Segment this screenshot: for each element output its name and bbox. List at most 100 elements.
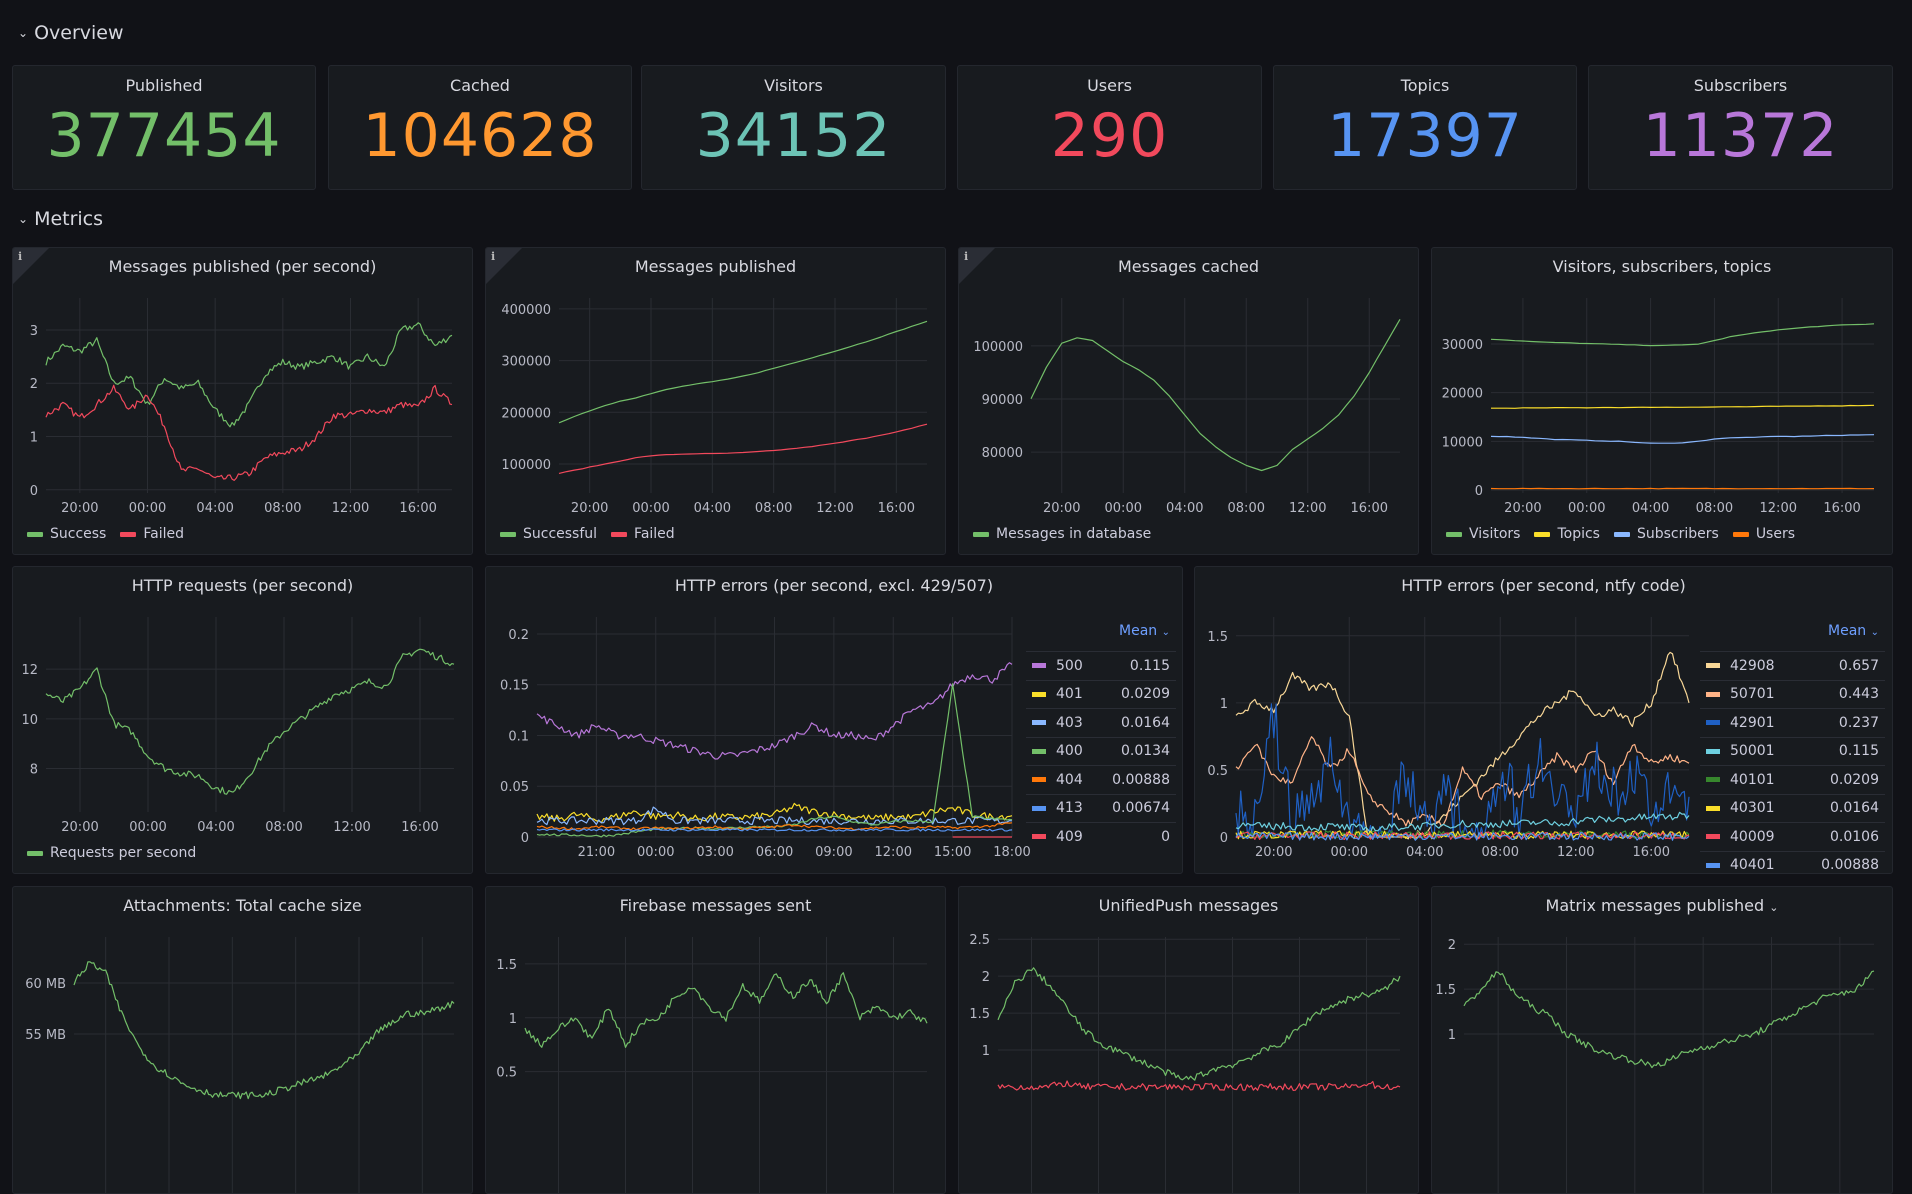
legend-item[interactable]: Failed [120, 526, 184, 542]
y-tick-label: 0 [1220, 831, 1228, 846]
x-tick-label: 04:00 [694, 501, 731, 516]
y-tick-label: 100000 [973, 340, 1023, 355]
legend-item[interactable]: Users [1733, 526, 1795, 542]
legend-swatch [1032, 720, 1046, 725]
legend-swatch [27, 532, 43, 537]
x-tick-label: 00:00 [1105, 501, 1142, 516]
stat-value: 11372 [1589, 101, 1892, 171]
chart-plot[interactable]: 0.511.5 [486, 887, 946, 1194]
chart-plot[interactable]: 11.522.5 [959, 887, 1419, 1194]
legend-item[interactable]: Subscribers [1614, 526, 1719, 542]
x-tick-label: 04:00 [1166, 501, 1203, 516]
legend-sort-mean[interactable]: Mean ⌄ [1700, 623, 1885, 651]
y-tick-label: 0 [1475, 484, 1483, 499]
legend-item[interactable]: Success [27, 526, 106, 542]
stat-label: Users [958, 76, 1261, 95]
y-tick-label: 100000 [501, 458, 551, 473]
panel-http-errors-per-second-excl-429-507[interactable]: HTTP errors (per second, excl. 429/507)2… [485, 566, 1183, 874]
legend-item[interactable]: Topics [1534, 526, 1600, 542]
y-tick-label: 0.2 [508, 628, 529, 643]
legend-item[interactable]: Messages in database [973, 526, 1151, 542]
row-overview-toggle[interactable]: ⌄ Overview [18, 22, 124, 44]
legend-item[interactable]: Requests per second [27, 845, 196, 861]
stat-value: 17397 [1274, 101, 1576, 171]
x-tick-label: 08:00 [264, 501, 301, 516]
y-tick-label: 300000 [501, 355, 551, 370]
x-tick-label: 12:00 [1760, 501, 1797, 516]
y-tick-label: 2 [30, 377, 38, 392]
legend-item[interactable]: Failed [611, 526, 675, 542]
series-line-successful [559, 321, 927, 423]
x-tick-label: 12:00 [1557, 845, 1594, 860]
chevron-down-icon: ⌄ [18, 212, 28, 226]
series-line-value [74, 962, 454, 1099]
x-tick-label: 00:00 [632, 501, 669, 516]
legend-item[interactable]: Visitors [1446, 526, 1520, 542]
legend-swatch [1032, 806, 1046, 811]
x-tick-label: 04:00 [1632, 501, 1669, 516]
legend-item[interactable]: Successful [500, 526, 597, 542]
chart-plot[interactable]: 11.52 [1432, 887, 1893, 1194]
row-title-overview: Overview [34, 22, 123, 44]
legend-swatch [1706, 863, 1720, 868]
series-line-failed [46, 385, 452, 480]
y-tick-label: 8 [30, 763, 38, 778]
legend-swatch [1032, 692, 1046, 697]
y-tick-label: 3 [30, 324, 38, 339]
x-tick-label: 20:00 [1043, 501, 1080, 516]
legend: Successful Failed [500, 526, 675, 542]
x-tick-label: 08:00 [265, 820, 302, 835]
row-metrics-toggle[interactable]: ⌄Metrics [18, 208, 103, 230]
legend-swatch [1032, 834, 1046, 839]
stat-value: 377454 [13, 101, 315, 171]
panel-http-errors-per-second-ntfy-code[interactable]: HTTP errors (per second, ntfy code)20:00… [1194, 566, 1893, 874]
y-tick-label: 1.5 [1435, 983, 1456, 998]
chevron-down-icon: ⌄ [18, 26, 28, 40]
x-tick-label: 20:00 [61, 820, 98, 835]
legend-swatch [27, 851, 43, 856]
legend: Requests per second [27, 845, 196, 861]
x-tick-label: 12:00 [333, 820, 370, 835]
legend-swatch [1614, 532, 1630, 537]
chevron-down-icon: ⌄ [1871, 627, 1879, 638]
legend-sort-mean[interactable]: Mean ⌄ [1026, 623, 1176, 651]
x-tick-label: 16:00 [1351, 501, 1388, 516]
